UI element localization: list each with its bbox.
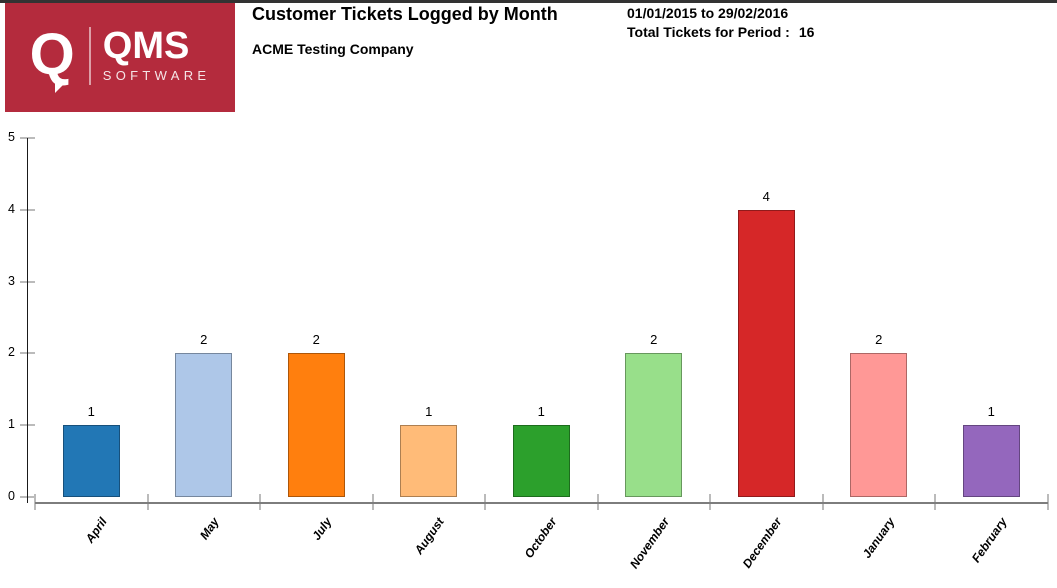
y-tick-label: 4 bbox=[8, 201, 15, 216]
logo-brand-text: QMS bbox=[102, 25, 190, 68]
bar-value-label: 1 bbox=[425, 404, 433, 420]
logo-q-mark-icon: Q bbox=[30, 25, 75, 93]
month-label-text: April bbox=[82, 515, 110, 546]
month-label-text: August bbox=[412, 515, 448, 557]
y-tick-label: 5 bbox=[8, 130, 15, 144]
total-tickets-value: 16 bbox=[798, 24, 815, 40]
page-title: Customer Tickets Logged by Month bbox=[252, 4, 558, 24]
company-name: ACME Testing Company bbox=[252, 41, 414, 57]
bar-value-label: 1 bbox=[987, 404, 995, 420]
bar-value-label: 2 bbox=[312, 332, 320, 348]
y-tick-label: 1 bbox=[8, 417, 15, 432]
y-tick-label: 2 bbox=[8, 345, 15, 360]
total-tickets-line: Total Tickets for Period : 16 bbox=[627, 23, 814, 42]
period-range: 01/01/2015 to 29/02/2016 bbox=[627, 5, 789, 21]
y-tick-label: 3 bbox=[8, 273, 15, 288]
logo-divider bbox=[88, 26, 91, 85]
bar-july bbox=[287, 353, 345, 497]
bar-november bbox=[625, 353, 683, 497]
bar-value-label: 2 bbox=[200, 332, 208, 348]
month-label-text: December bbox=[739, 515, 785, 571]
bar-value-label: 4 bbox=[762, 188, 770, 204]
bar-october bbox=[512, 425, 570, 497]
period-block: 01/01/2015 to 29/02/2016 Total Tickets f… bbox=[627, 4, 814, 42]
bar-value-label: 1 bbox=[87, 404, 95, 420]
bar-may bbox=[175, 353, 233, 497]
logo-wordmark: QMS SOFTWARE bbox=[102, 25, 211, 83]
total-tickets-label: Total Tickets for Period : bbox=[627, 24, 790, 40]
bar-value-label: 1 bbox=[537, 404, 545, 420]
bar-february bbox=[962, 425, 1020, 497]
x-axis-tick bbox=[1046, 494, 1049, 510]
bar-december bbox=[737, 209, 795, 497]
bar-april bbox=[62, 425, 120, 497]
month-label-text: February bbox=[968, 515, 1010, 566]
logo-sub-brand-text: SOFTWARE bbox=[102, 67, 211, 83]
top-window-strip bbox=[0, 0, 1057, 3]
x-axis-line bbox=[35, 502, 1048, 504]
month-label-text: July bbox=[309, 515, 335, 543]
bar-value-label: 2 bbox=[875, 332, 883, 348]
month-label-text: January bbox=[859, 515, 898, 561]
qms-logo: Q QMS SOFTWARE bbox=[5, 3, 235, 112]
bar-value-label: 2 bbox=[650, 332, 658, 348]
month-label-text: October bbox=[521, 515, 560, 561]
y-axis-line bbox=[27, 138, 28, 503]
y-tick-label: 0 bbox=[8, 489, 15, 503]
bar-august bbox=[400, 425, 458, 497]
bar-january bbox=[850, 353, 908, 497]
month-label-text: November bbox=[627, 515, 673, 572]
month-label-text: May bbox=[197, 515, 223, 543]
